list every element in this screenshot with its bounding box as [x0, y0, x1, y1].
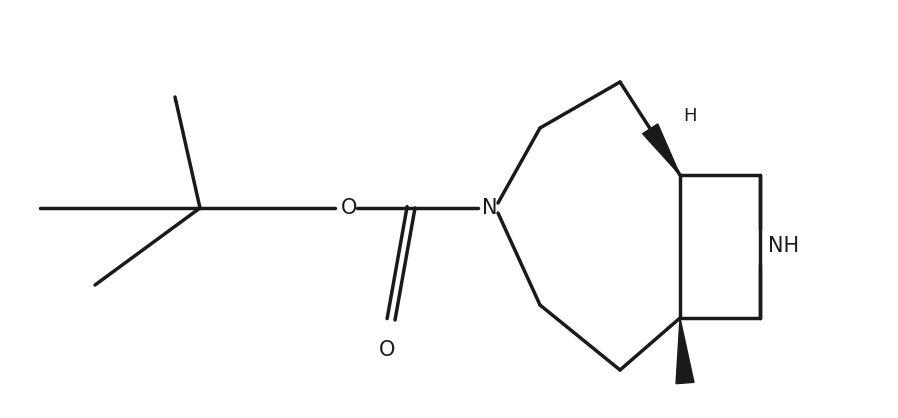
Text: O: O [341, 198, 357, 218]
Text: H: H [683, 107, 697, 125]
Polygon shape [643, 124, 680, 175]
Text: NH: NH [768, 237, 799, 257]
Text: O: O [379, 340, 395, 360]
Text: N: N [482, 198, 497, 218]
Polygon shape [676, 318, 694, 384]
